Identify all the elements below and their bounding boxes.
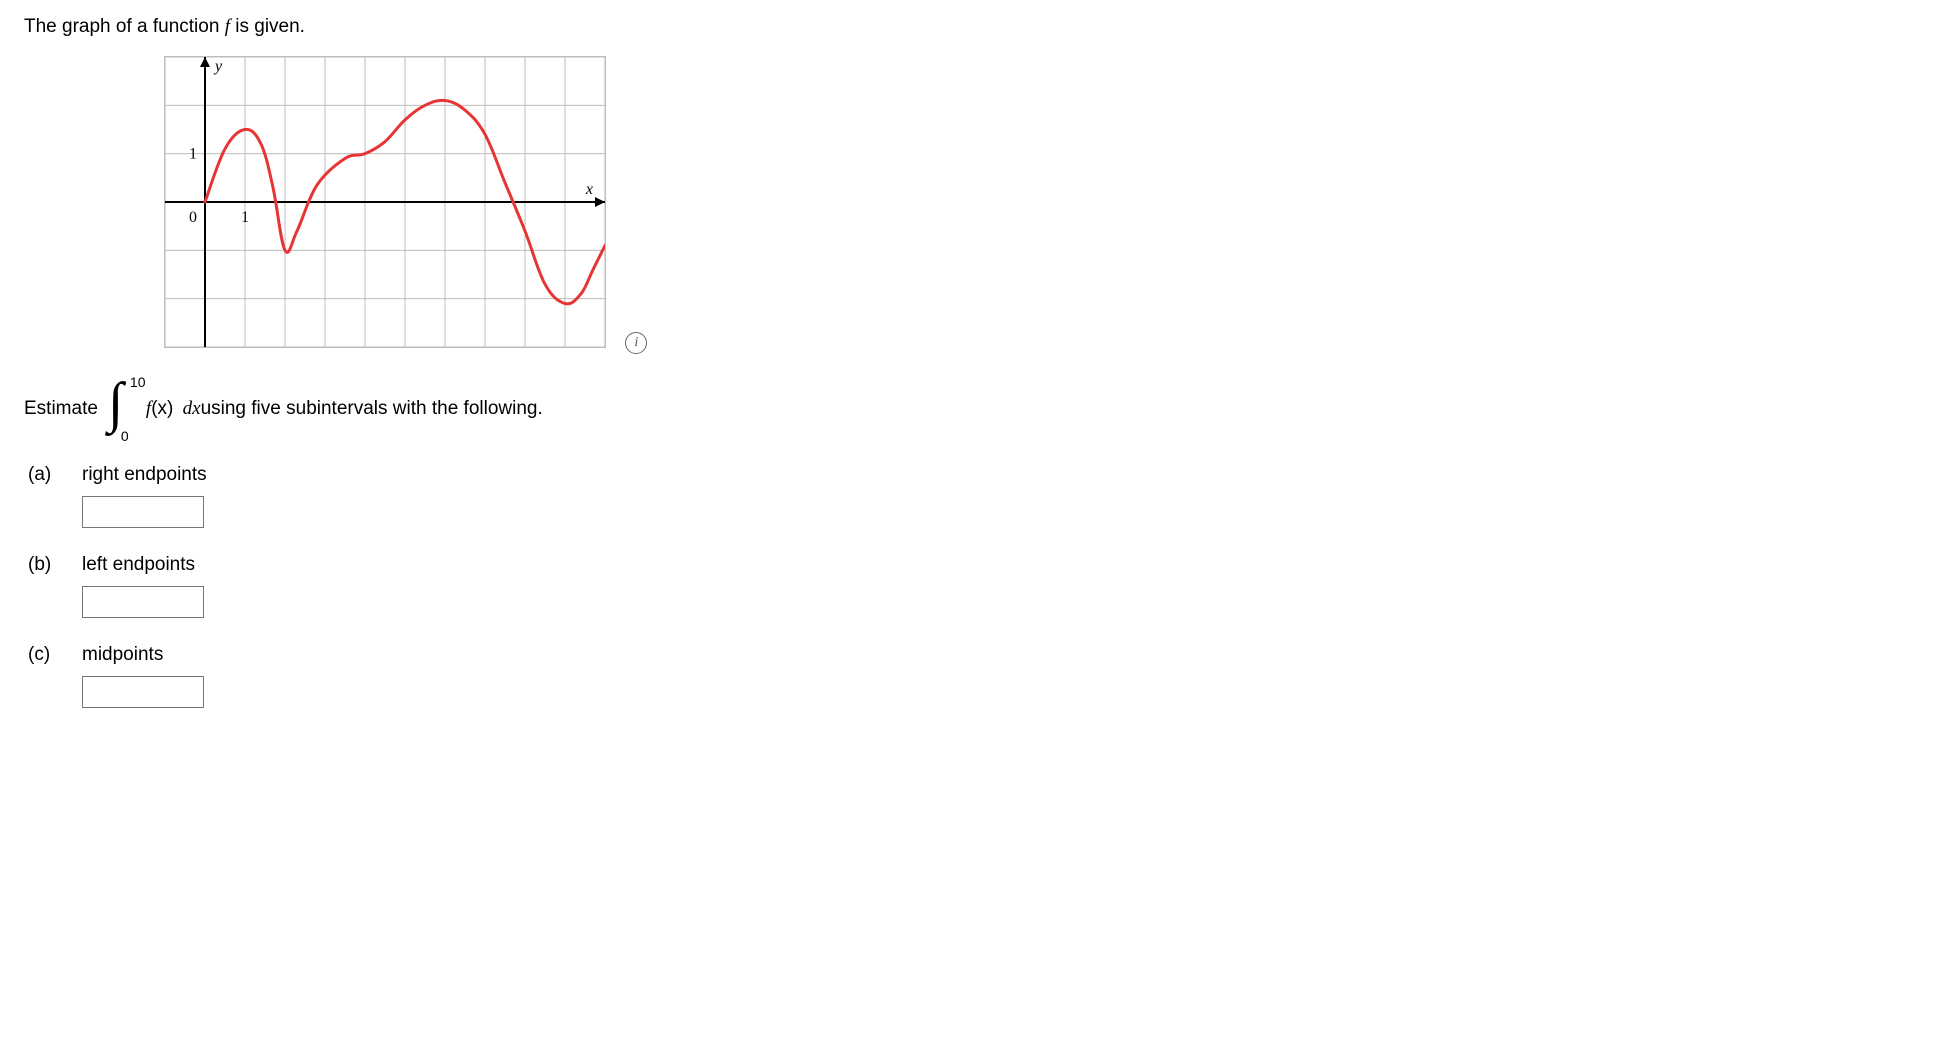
integral-sign: ∫: [108, 376, 123, 430]
answer-input-0[interactable]: [82, 496, 204, 528]
part-label: (a): [28, 464, 64, 486]
part-text: midpoints: [82, 644, 163, 666]
integrand-paren: (x): [151, 398, 173, 419]
svg-text:y: y: [213, 58, 223, 75]
part-text: right endpoints: [82, 464, 207, 486]
svg-text:0: 0: [189, 209, 197, 226]
function-graph: 1 1 0 y x: [164, 56, 606, 348]
part-a: (a) right endpoints: [28, 464, 1912, 528]
svg-text:x: x: [585, 181, 593, 198]
intro-suffix: is given.: [230, 16, 305, 37]
intro-prefix: The graph of a function: [24, 16, 225, 37]
integrand-dx: dx: [183, 398, 201, 419]
svg-text:1: 1: [189, 146, 197, 163]
estimate-line: Estimate ∫ 10 0 f(x) dx using five subin…: [24, 382, 1912, 436]
answer-input-1[interactable]: [82, 586, 204, 618]
part-c: (c) midpoints: [28, 644, 1912, 708]
estimate-tail: using five subintervals with the followi…: [201, 398, 543, 420]
part-label: (b): [28, 554, 64, 576]
integral-symbol: ∫ 10 0: [104, 382, 144, 436]
graph-container: 1 1 0 y x i: [164, 56, 1912, 354]
part-text: left endpoints: [82, 554, 195, 576]
integral-upper: 10: [130, 374, 146, 390]
part-b: (b) left endpoints: [28, 554, 1912, 618]
svg-text:1: 1: [241, 209, 249, 226]
estimate-word: Estimate: [24, 398, 98, 420]
integral-lower: 0: [121, 428, 129, 444]
part-label: (c): [28, 644, 64, 666]
intro-text: The graph of a function f is given.: [24, 16, 1912, 38]
integrand: f(x) dx: [146, 398, 201, 420]
info-icon[interactable]: i: [625, 332, 647, 354]
answer-input-2[interactable]: [82, 676, 204, 708]
